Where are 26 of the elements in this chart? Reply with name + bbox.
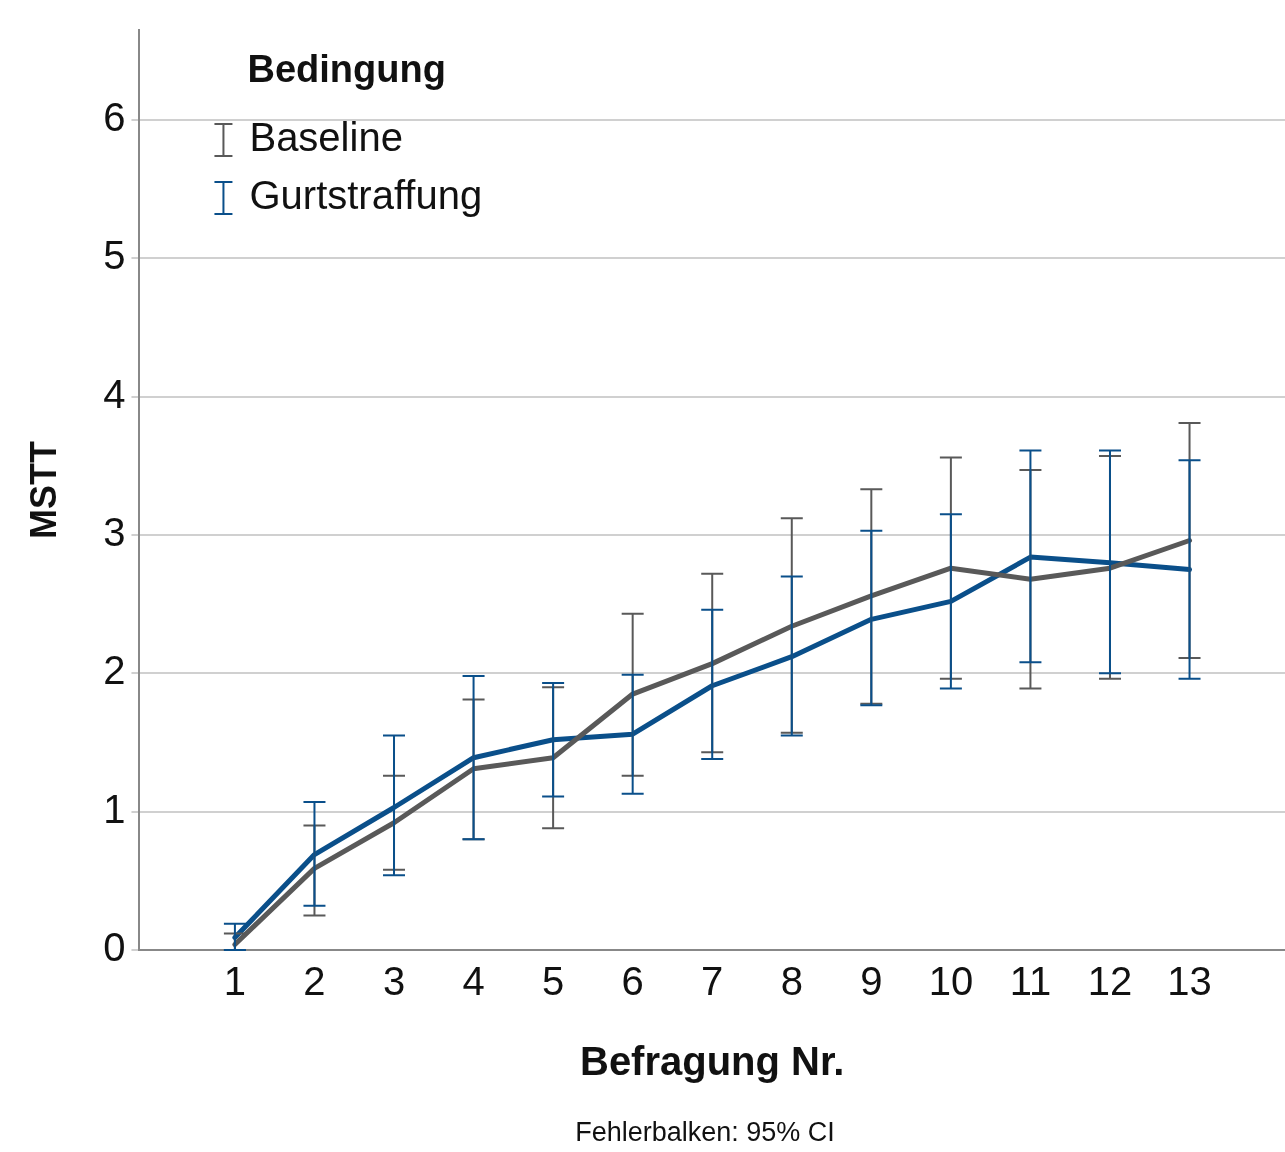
x-tick-label: 11 (1009, 959, 1052, 1004)
y-tick-label: 2 (103, 648, 126, 693)
x-tick-label: 2 (303, 959, 326, 1004)
x-tick-label: 8 (780, 959, 803, 1004)
y-tick-label: 5 (103, 233, 126, 278)
x-tick-label: 10 (928, 959, 974, 1004)
x-tick-label: 12 (1087, 959, 1133, 1004)
x-axis-title: Befragung Nr. (579, 1039, 845, 1084)
x-tick-label: 1 (223, 959, 247, 1004)
y-tick-label: 4 (103, 371, 126, 416)
y-tick-label: 6 (103, 94, 126, 139)
y-axis-title: MSTT (22, 441, 64, 539)
x-tick-label: 13 (1167, 959, 1212, 1004)
x-tick-label: 7 (701, 959, 724, 1004)
y-tick-label: 0 (103, 925, 126, 970)
legend-label: Baseline (249, 115, 403, 160)
text: Fehlerbalken: 95% CI (575, 1117, 835, 1148)
x-tick-label: 4 (462, 959, 485, 1004)
y-tick-label: 3 (103, 509, 126, 554)
x-tick-label: 6 (621, 959, 644, 1004)
legend-title: Bedingung (247, 48, 446, 91)
y-tick-label: 1 (103, 786, 126, 831)
x-tick-label: 5 (541, 959, 565, 1004)
legend-label: Gurtstraffung (249, 173, 483, 218)
x-tick-label: 3 (382, 959, 406, 1004)
x-tick-label: 9 (860, 959, 883, 1004)
